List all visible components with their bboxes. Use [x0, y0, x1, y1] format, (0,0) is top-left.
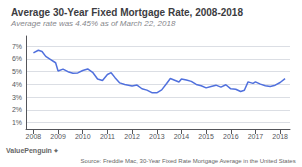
svg-text:5%: 5%	[12, 68, 22, 75]
svg-text:7%: 7%	[12, 43, 22, 50]
svg-text:4%: 4%	[12, 81, 22, 88]
svg-text:6%: 6%	[12, 55, 22, 62]
svg-text:2009: 2009	[50, 133, 66, 140]
svg-text:2%: 2%	[12, 106, 22, 113]
svg-text:2014: 2014	[174, 133, 190, 140]
svg-text:Average rate was 4.45% as of M: Average rate was 4.45% as of March 22, 2…	[10, 19, 176, 28]
svg-text:2017: 2017	[248, 133, 264, 140]
svg-text:2015: 2015	[198, 133, 214, 140]
svg-text:Average 30-Year Fixed Mortgage: Average 30-Year Fixed Mortgage Rate, 200…	[11, 7, 243, 18]
svg-text:2016: 2016	[223, 133, 239, 140]
svg-text:2012: 2012	[124, 133, 140, 140]
svg-text:Source: Freddie Mac, 30-Year F: Source: Freddie Mac, 30-Year Fixed Rate …	[81, 158, 296, 164]
svg-text:ValuePenguin ⌖: ValuePenguin ⌖	[6, 147, 58, 155]
svg-text:2011: 2011	[100, 133, 115, 140]
svg-text:1%: 1%	[12, 119, 22, 126]
svg-text:3%: 3%	[12, 94, 22, 101]
svg-text:2018: 2018	[272, 133, 288, 140]
svg-text:2013: 2013	[149, 133, 165, 140]
svg-text:2008: 2008	[26, 133, 42, 140]
svg-text:2010: 2010	[75, 133, 91, 140]
